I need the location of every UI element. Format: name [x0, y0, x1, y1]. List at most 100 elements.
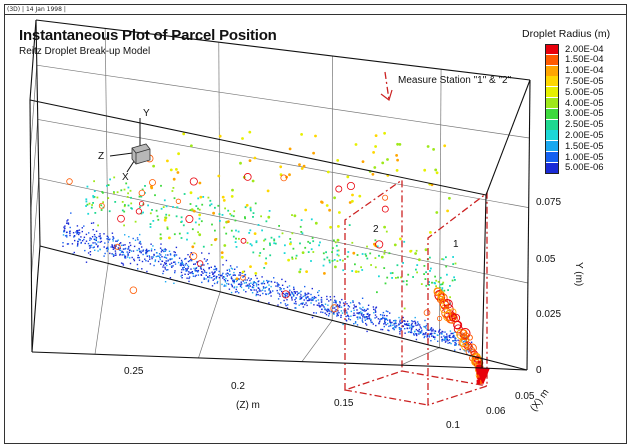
particle [372, 306, 375, 308]
particle [375, 316, 378, 318]
particle [242, 276, 244, 278]
particle [390, 323, 392, 325]
particle [326, 256, 329, 259]
particle [268, 210, 271, 212]
particle [280, 288, 282, 290]
particle [255, 285, 258, 287]
particle [257, 280, 259, 283]
particle [363, 308, 366, 311]
particle [312, 151, 315, 155]
particle [181, 263, 183, 265]
particle [123, 224, 125, 227]
particle [268, 289, 270, 291]
particle [151, 256, 153, 258]
particle [198, 233, 202, 237]
particle [383, 250, 386, 252]
particle [76, 231, 79, 233]
particle [414, 322, 417, 325]
particle [234, 291, 237, 293]
particle [393, 328, 395, 331]
particle [278, 293, 281, 295]
particle [326, 295, 328, 298]
particle [388, 325, 390, 328]
particle [184, 258, 186, 260]
particle [233, 210, 236, 213]
particle [163, 199, 166, 202]
particle [159, 237, 163, 240]
particle [215, 269, 218, 271]
particle [334, 310, 336, 312]
particle [340, 310, 343, 312]
particle [222, 264, 224, 266]
particle [354, 263, 356, 266]
particle [195, 270, 197, 272]
particle [109, 252, 111, 255]
particle [149, 179, 156, 186]
particle [313, 296, 316, 298]
particle [326, 170, 330, 174]
particle [238, 274, 240, 276]
particle [373, 242, 376, 246]
particle [429, 256, 431, 259]
particle [360, 314, 363, 316]
particle [133, 245, 136, 248]
particle [224, 279, 227, 282]
particle [353, 323, 355, 325]
particle [150, 243, 152, 245]
particle [444, 331, 446, 333]
particle [76, 233, 78, 235]
particle [158, 255, 160, 257]
particle [214, 238, 217, 242]
particle [251, 179, 255, 183]
particle [192, 272, 194, 275]
particle [159, 233, 162, 236]
particle [376, 245, 379, 248]
grid-line [38, 177, 528, 284]
particle [424, 333, 427, 335]
legend-label: 4.00E-05 [565, 97, 604, 109]
particle [347, 314, 349, 316]
particle [439, 333, 441, 335]
particle [178, 257, 181, 259]
particle [96, 196, 99, 199]
particle [178, 232, 181, 235]
particle [215, 268, 217, 270]
particle [426, 335, 429, 337]
particle [298, 163, 301, 167]
particle [87, 212, 90, 215]
particle [306, 296, 308, 298]
particle [204, 271, 206, 273]
particle [250, 244, 253, 247]
x-tick-label: 0.06 [486, 406, 506, 417]
particle [439, 276, 442, 279]
particle [324, 308, 326, 311]
particle [173, 197, 176, 200]
particle [171, 258, 173, 260]
particle [420, 327, 422, 329]
particle [138, 256, 140, 259]
particle [230, 195, 234, 198]
particle [302, 302, 304, 304]
particle [322, 264, 325, 267]
particle [213, 282, 216, 285]
particle [214, 271, 216, 274]
particle [216, 282, 218, 284]
particle [92, 242, 94, 244]
particle [253, 284, 255, 287]
particle [352, 307, 355, 309]
particle [304, 208, 308, 212]
particle [453, 276, 455, 279]
particle [231, 188, 234, 192]
particle [104, 252, 106, 255]
box-edge [485, 79, 531, 196]
particle [340, 316, 342, 318]
particle [302, 164, 306, 168]
particle [309, 242, 311, 244]
particle [257, 283, 260, 286]
particle [221, 283, 223, 286]
particle [122, 248, 125, 250]
particle [195, 267, 198, 269]
particle [353, 304, 355, 306]
particle [435, 211, 439, 214]
particle [278, 235, 281, 238]
